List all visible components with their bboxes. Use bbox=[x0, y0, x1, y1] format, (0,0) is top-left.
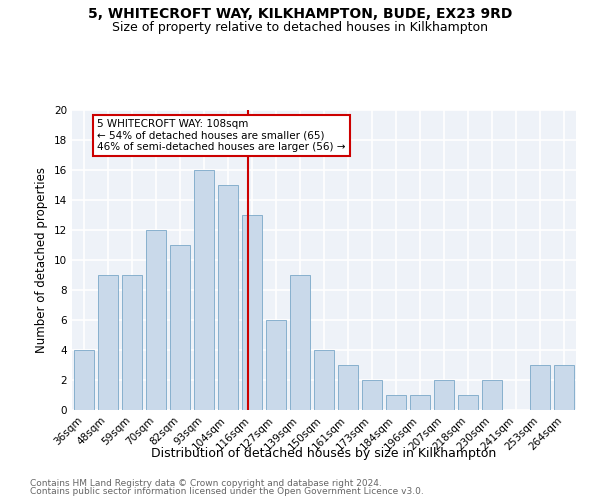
Bar bbox=[242, 215, 262, 410]
Bar bbox=[74, 350, 94, 410]
Text: 5 WHITECROFT WAY: 108sqm
← 54% of detached houses are smaller (65)
46% of semi-d: 5 WHITECROFT WAY: 108sqm ← 54% of detach… bbox=[97, 119, 346, 152]
Bar bbox=[338, 365, 358, 410]
Bar bbox=[122, 275, 142, 410]
Text: 5, WHITECROFT WAY, KILKHAMPTON, BUDE, EX23 9RD: 5, WHITECROFT WAY, KILKHAMPTON, BUDE, EX… bbox=[88, 8, 512, 22]
Bar bbox=[434, 380, 454, 410]
Bar bbox=[218, 185, 238, 410]
Bar bbox=[386, 395, 406, 410]
Bar bbox=[530, 365, 550, 410]
Bar bbox=[314, 350, 334, 410]
Bar bbox=[482, 380, 502, 410]
Text: Size of property relative to detached houses in Kilkhampton: Size of property relative to detached ho… bbox=[112, 22, 488, 35]
Bar bbox=[266, 320, 286, 410]
Y-axis label: Number of detached properties: Number of detached properties bbox=[35, 167, 49, 353]
Bar bbox=[290, 275, 310, 410]
Bar bbox=[410, 395, 430, 410]
Bar bbox=[554, 365, 574, 410]
Bar bbox=[170, 245, 190, 410]
Bar bbox=[146, 230, 166, 410]
Text: Contains HM Land Registry data © Crown copyright and database right 2024.: Contains HM Land Registry data © Crown c… bbox=[30, 478, 382, 488]
Bar bbox=[362, 380, 382, 410]
Text: Contains public sector information licensed under the Open Government Licence v3: Contains public sector information licen… bbox=[30, 487, 424, 496]
Bar bbox=[194, 170, 214, 410]
Bar bbox=[458, 395, 478, 410]
Text: Distribution of detached houses by size in Kilkhampton: Distribution of detached houses by size … bbox=[151, 448, 497, 460]
Bar bbox=[98, 275, 118, 410]
